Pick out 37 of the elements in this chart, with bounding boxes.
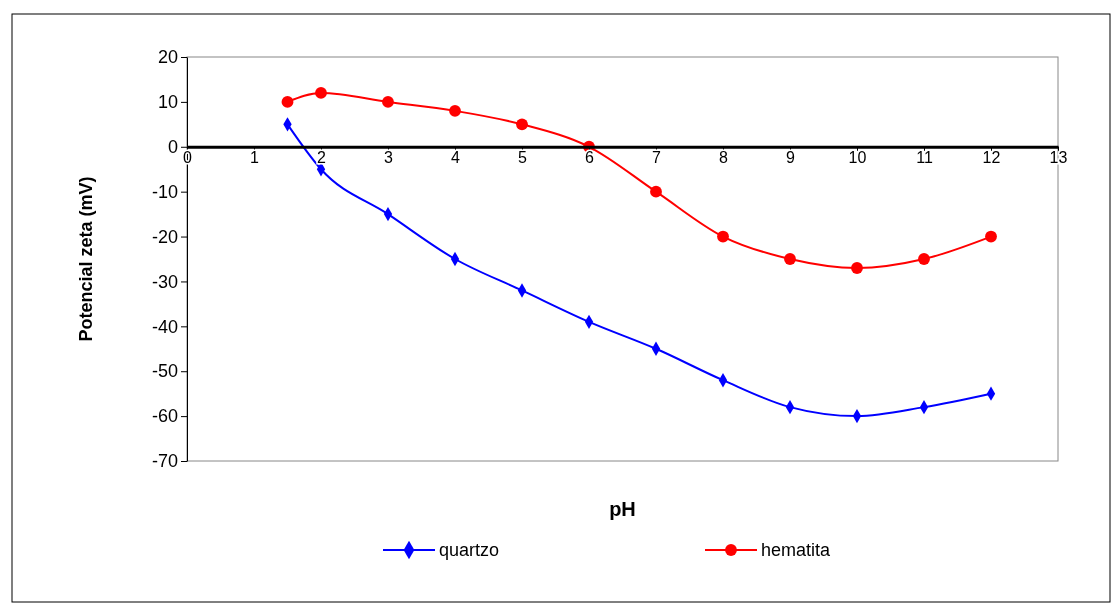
y-tick-label: -30 [151,271,178,292]
x-tick-label: 1 [250,149,260,167]
x-tick-label: 9 [786,149,796,167]
y-tick-label: -10 [151,181,178,202]
y-tick-label: -60 [151,406,178,427]
y-tick-label: 10 [157,92,178,113]
x-tick-label: 3 [384,149,394,167]
point [851,262,863,274]
y-axis-title: Potencial zeta (mV) [76,176,96,342]
legend-label: hematita [761,540,832,560]
point [382,95,394,108]
point [449,104,461,117]
y-tick-label: -20 [151,226,178,247]
point [918,253,930,265]
legend-label: quartzo [439,540,500,560]
x-tick-label: 7 [652,149,662,167]
x-tick-label: 11 [916,149,933,167]
y-tick-label: -70 [151,451,178,472]
point [281,95,294,108]
point [516,118,528,131]
x-tick-label: 10 [848,149,867,167]
x-tick-label: 4 [451,149,461,167]
x-tick-label: 8 [719,149,729,167]
x-tick-label: 13 [1049,149,1068,167]
point [985,230,997,243]
x-axis-title: pH [609,498,636,520]
point [784,253,796,265]
x-tick-label: 6 [585,149,595,167]
x-tick-label: 2 [317,149,327,167]
y-tick-label: -40 [151,316,178,337]
point [315,87,327,99]
point [717,230,729,243]
x-tick-label: 12 [982,149,1001,167]
x-tick-label: 5 [518,149,528,167]
y-tick-label: 20 [157,47,178,68]
y-tick-label: -50 [151,361,178,382]
point [650,185,662,198]
